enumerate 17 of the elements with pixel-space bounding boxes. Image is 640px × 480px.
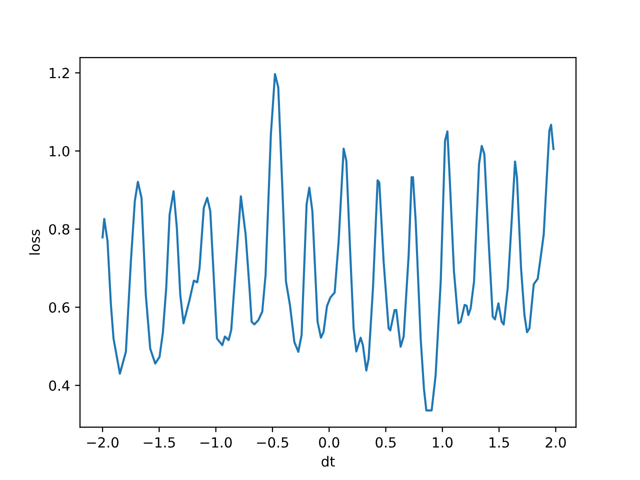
y-tick-label: 0.6 <box>49 302 70 313</box>
x-tick-label: 1.0 <box>432 437 453 448</box>
x-tick-label: 2.0 <box>546 437 566 448</box>
y-tick-label: 1.0 <box>50 146 70 156</box>
x-tick-label: −1.0 <box>200 437 232 448</box>
line-series <box>102 72 554 412</box>
x-tick-label: 1.5 <box>490 437 509 448</box>
x-tick-label: −2.0 <box>87 437 118 448</box>
x-tick-label: 0.5 <box>376 437 396 448</box>
y-tick-label: 0.4 <box>49 380 70 391</box>
x-tick-label: −0.5 <box>257 437 288 448</box>
x-tick-label: 0.0 <box>319 437 340 448</box>
y-axis-title: loss <box>29 230 40 255</box>
y-tick-label: 1.2 <box>50 68 69 78</box>
y-tick-label: 0.8 <box>49 224 70 235</box>
x-tick-label: −1.5 <box>144 437 175 448</box>
x-axis-title: dt <box>322 456 335 467</box>
